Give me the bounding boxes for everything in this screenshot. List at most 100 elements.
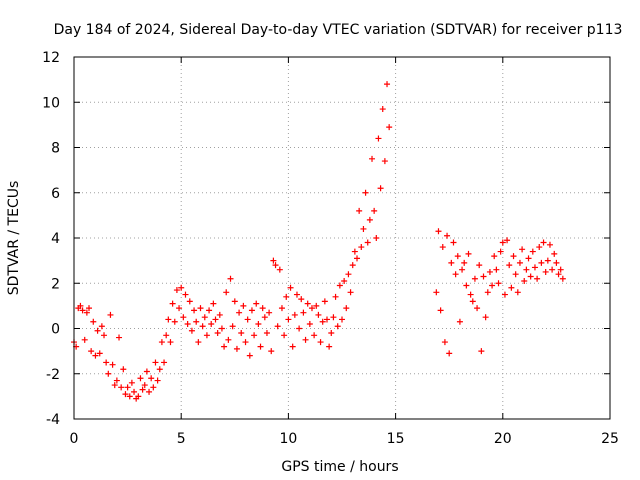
data-point [349,262,356,269]
data-point [553,259,560,266]
data-point [101,332,108,339]
data-point [437,307,444,314]
data-point [214,330,221,337]
data-point [531,264,538,271]
data-point [529,248,536,255]
data-point [285,316,292,323]
data-point [178,284,185,291]
data-point [231,298,238,305]
data-point [143,368,150,375]
data-point [508,284,515,291]
data-point [354,255,361,262]
data-point [236,309,243,316]
data-point [173,287,180,294]
data-point [201,314,208,321]
data-point [188,327,195,334]
y-tick-label: 0 [51,322,60,338]
data-point [381,158,388,165]
axis-ticks [73,56,611,420]
data-point [512,271,519,278]
y-tick-label: 2 [51,276,60,292]
data-point [319,318,326,325]
data-point [446,350,453,357]
data-point [519,246,526,253]
data-point [486,268,493,275]
data-points [71,81,566,402]
data-point [482,314,489,321]
data-point [493,266,500,273]
y-tick-labels: -4 -2 0 2 4 6 8 10 12 [42,50,60,428]
data-point [527,273,534,280]
data-point [559,275,566,282]
data-point [163,332,170,339]
data-point [86,305,93,312]
data-point [146,388,153,395]
data-point [332,293,339,300]
data-point [206,307,213,314]
data-point [261,314,268,321]
data-point [501,291,508,298]
data-point [169,300,176,307]
data-point [306,320,313,327]
data-point [216,311,223,318]
data-point [161,359,168,366]
data-point [77,302,84,309]
data-point [371,207,378,214]
data-point [103,359,110,366]
data-point [293,291,300,298]
data-point [351,248,358,255]
data-point [523,266,530,273]
y-axis-label: SDTVAR / TECUs [6,181,22,296]
x-tick-label: 25 [601,431,619,447]
data-point [197,305,204,312]
data-point [491,253,498,260]
data-point [248,307,255,314]
data-point [238,330,245,337]
data-point [257,343,264,350]
data-point [364,239,371,246]
data-point [92,352,99,359]
data-point [358,244,365,251]
data-point [356,207,363,214]
data-point [283,293,290,300]
data-point [336,282,343,289]
data-point [180,314,187,321]
data-point [208,320,215,327]
data-point [233,345,240,352]
grid [74,57,610,419]
data-point [296,325,303,332]
data-point [369,155,376,162]
data-point [287,284,294,291]
data-point [242,339,249,346]
data-point [289,343,296,350]
data-point [448,259,455,266]
data-point [326,343,333,350]
data-point [489,282,496,289]
data-point [244,316,251,323]
data-point [255,320,262,327]
data-point [148,375,155,382]
data-point [474,305,481,312]
data-point [497,248,504,255]
data-point [263,330,270,337]
data-point [298,296,305,303]
data-point [551,250,558,257]
x-tick-label: 5 [177,431,186,447]
x-tick-label: 15 [387,431,405,447]
data-point [81,336,88,343]
data-point [321,298,328,305]
data-point [366,216,373,223]
data-point [116,334,123,341]
data-point [253,300,260,307]
data-point [154,377,161,384]
data-point [459,266,466,273]
data-point [521,277,528,284]
data-point [221,343,228,350]
data-point [150,384,157,391]
data-point [171,318,178,325]
data-point [126,393,133,400]
data-point [341,277,348,284]
data-point [504,237,511,244]
y-tick-label: 8 [51,141,60,157]
data-point [444,232,451,239]
